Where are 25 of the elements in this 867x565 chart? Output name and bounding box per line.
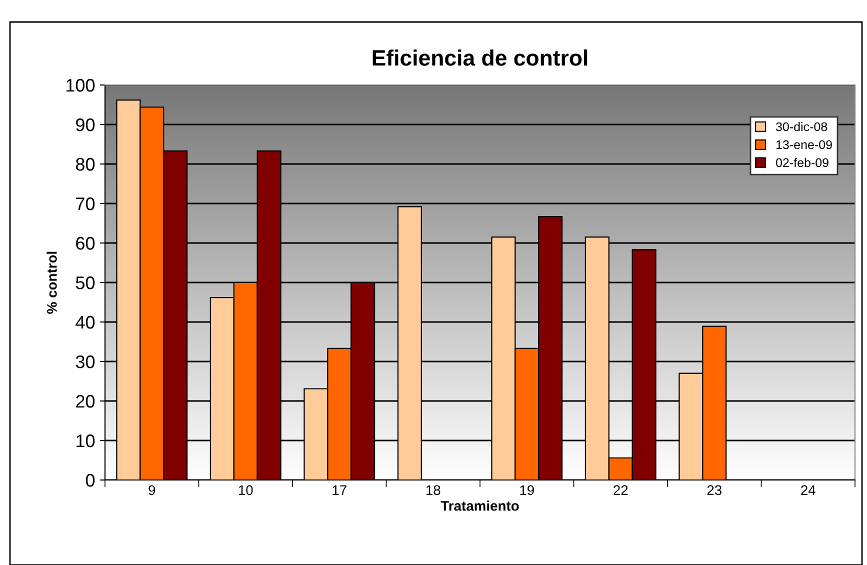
x-tick-label: 19 xyxy=(520,485,534,496)
y-axis-title: % control xyxy=(46,252,57,314)
y-tick-label: 90 xyxy=(76,118,95,132)
x-tick-label: 23 xyxy=(707,485,722,496)
y-tick-label: 100 xyxy=(66,78,95,92)
y-tick-label: 0 xyxy=(86,474,95,487)
x-axis-title: Tratamiento xyxy=(440,500,519,511)
x-tick-label: 24 xyxy=(801,485,816,495)
x-tick-label: 10 xyxy=(238,485,253,496)
x-tick-label: 17 xyxy=(332,485,346,495)
legend-label: 13-ene-09 xyxy=(776,140,832,150)
x-tick-label: 22 xyxy=(614,485,628,495)
legend-label: 02-feb-09 xyxy=(776,158,828,168)
legend-label: 30-dic-08 xyxy=(776,122,828,132)
y-tick-label: 80 xyxy=(76,158,95,171)
y-tick-label: 70 xyxy=(76,197,95,210)
y-tick-label: 10 xyxy=(76,434,95,448)
x-tick-label: 18 xyxy=(426,485,440,496)
y-tick-label: 40 xyxy=(76,316,95,329)
y-tick-label: 50 xyxy=(76,276,95,290)
x-tick-label: 9 xyxy=(148,485,156,496)
y-tick-label: 30 xyxy=(76,355,95,368)
y-tick-label: 60 xyxy=(76,236,95,250)
y-tick-label: 20 xyxy=(76,394,95,408)
chart-title: Eficiencia de control xyxy=(372,49,588,66)
